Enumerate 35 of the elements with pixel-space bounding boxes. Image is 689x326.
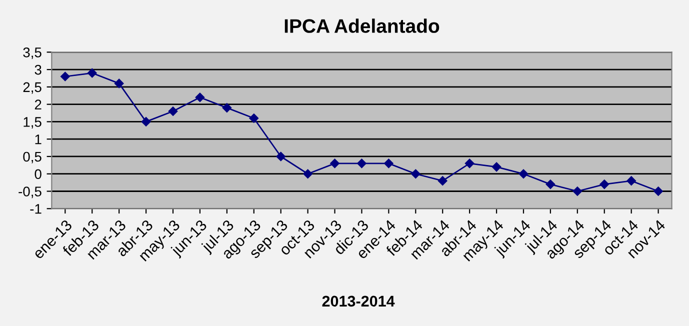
point <box>492 162 502 172</box>
point <box>411 169 420 178</box>
point <box>546 180 556 189</box>
point <box>438 176 448 186</box>
y-tick-label: -0,5 <box>18 186 42 198</box>
y-tick-label: 1 <box>35 134 42 144</box>
y-tick-label: 0 <box>34 169 42 180</box>
y-tick-label: 2 <box>34 100 42 110</box>
point <box>222 103 232 112</box>
point <box>141 117 151 126</box>
point <box>168 106 178 116</box>
point <box>330 158 340 168</box>
y-tick-label: 3 <box>34 64 42 75</box>
point <box>276 152 286 162</box>
point <box>384 158 394 168</box>
y-tick-label: 2,5 <box>23 82 42 94</box>
y-tick-label: -1 <box>30 204 42 214</box>
x-axis-title: 2013-2014 <box>322 296 395 307</box>
point <box>626 176 636 186</box>
point <box>114 78 124 88</box>
point <box>464 158 474 168</box>
point <box>60 72 70 82</box>
point <box>357 158 366 168</box>
point <box>195 92 205 102</box>
point <box>600 180 609 189</box>
y-tick-label: 1,5 <box>24 117 42 129</box>
y-tick-label: 3,5 <box>23 47 42 59</box>
point <box>87 68 97 78</box>
point <box>249 114 259 123</box>
point <box>518 169 528 178</box>
point <box>572 186 582 196</box>
y-tick-label: 0,5 <box>23 152 42 164</box>
point <box>303 169 312 178</box>
point <box>654 186 663 196</box>
chart-title: IPCA Adelantado <box>284 18 440 33</box>
